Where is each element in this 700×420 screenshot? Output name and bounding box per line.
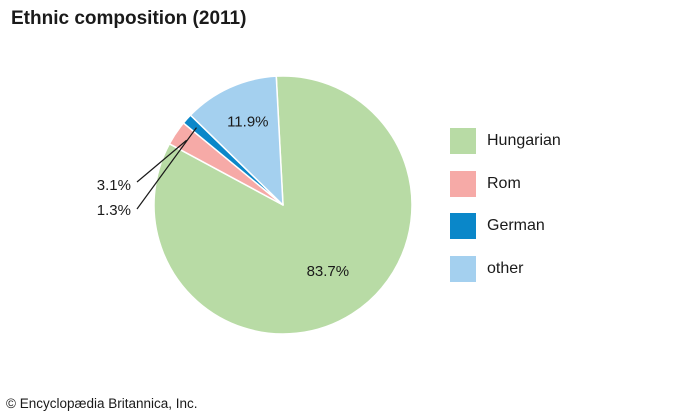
slice-labels: 83.7% 3.1% 1.3% 11.9%	[97, 113, 349, 279]
legend-label-hungarian: Hungarian	[487, 132, 561, 149]
slice-label-other: 11.9%	[227, 113, 268, 130]
legend: Hungarian Rom German other	[450, 126, 561, 296]
leader-lines	[136, 127, 197, 210]
slice-label-german: 1.3%	[97, 202, 131, 219]
leader-line-rom	[136, 139, 188, 183]
legend-item-german: German	[450, 211, 561, 241]
slice-label-hungarian: 83.7%	[307, 263, 350, 280]
copyright-notice: © Encyclopædia Britannica, Inc.	[6, 396, 198, 411]
legend-swatch-other	[450, 255, 476, 282]
leader-line-german	[136, 127, 197, 210]
chart-title: Ethnic composition (2011)	[11, 8, 247, 29]
legend-swatch-rom	[450, 170, 476, 197]
slice-label-rom: 3.1%	[97, 177, 131, 194]
legend-item-rom: Rom	[450, 169, 561, 199]
legend-swatch-german	[450, 213, 476, 239]
legend-swatch-hungarian	[450, 128, 476, 154]
legend-label-german: German	[487, 217, 545, 234]
pie-slice-other	[189, 75, 284, 206]
legend-item-other: other	[450, 254, 561, 284]
legend-item-hungarian: Hungarian	[450, 126, 561, 156]
legend-label-other: other	[487, 259, 524, 277]
legend-label-rom: Rom	[487, 174, 521, 192]
pie-slices	[153, 75, 413, 335]
